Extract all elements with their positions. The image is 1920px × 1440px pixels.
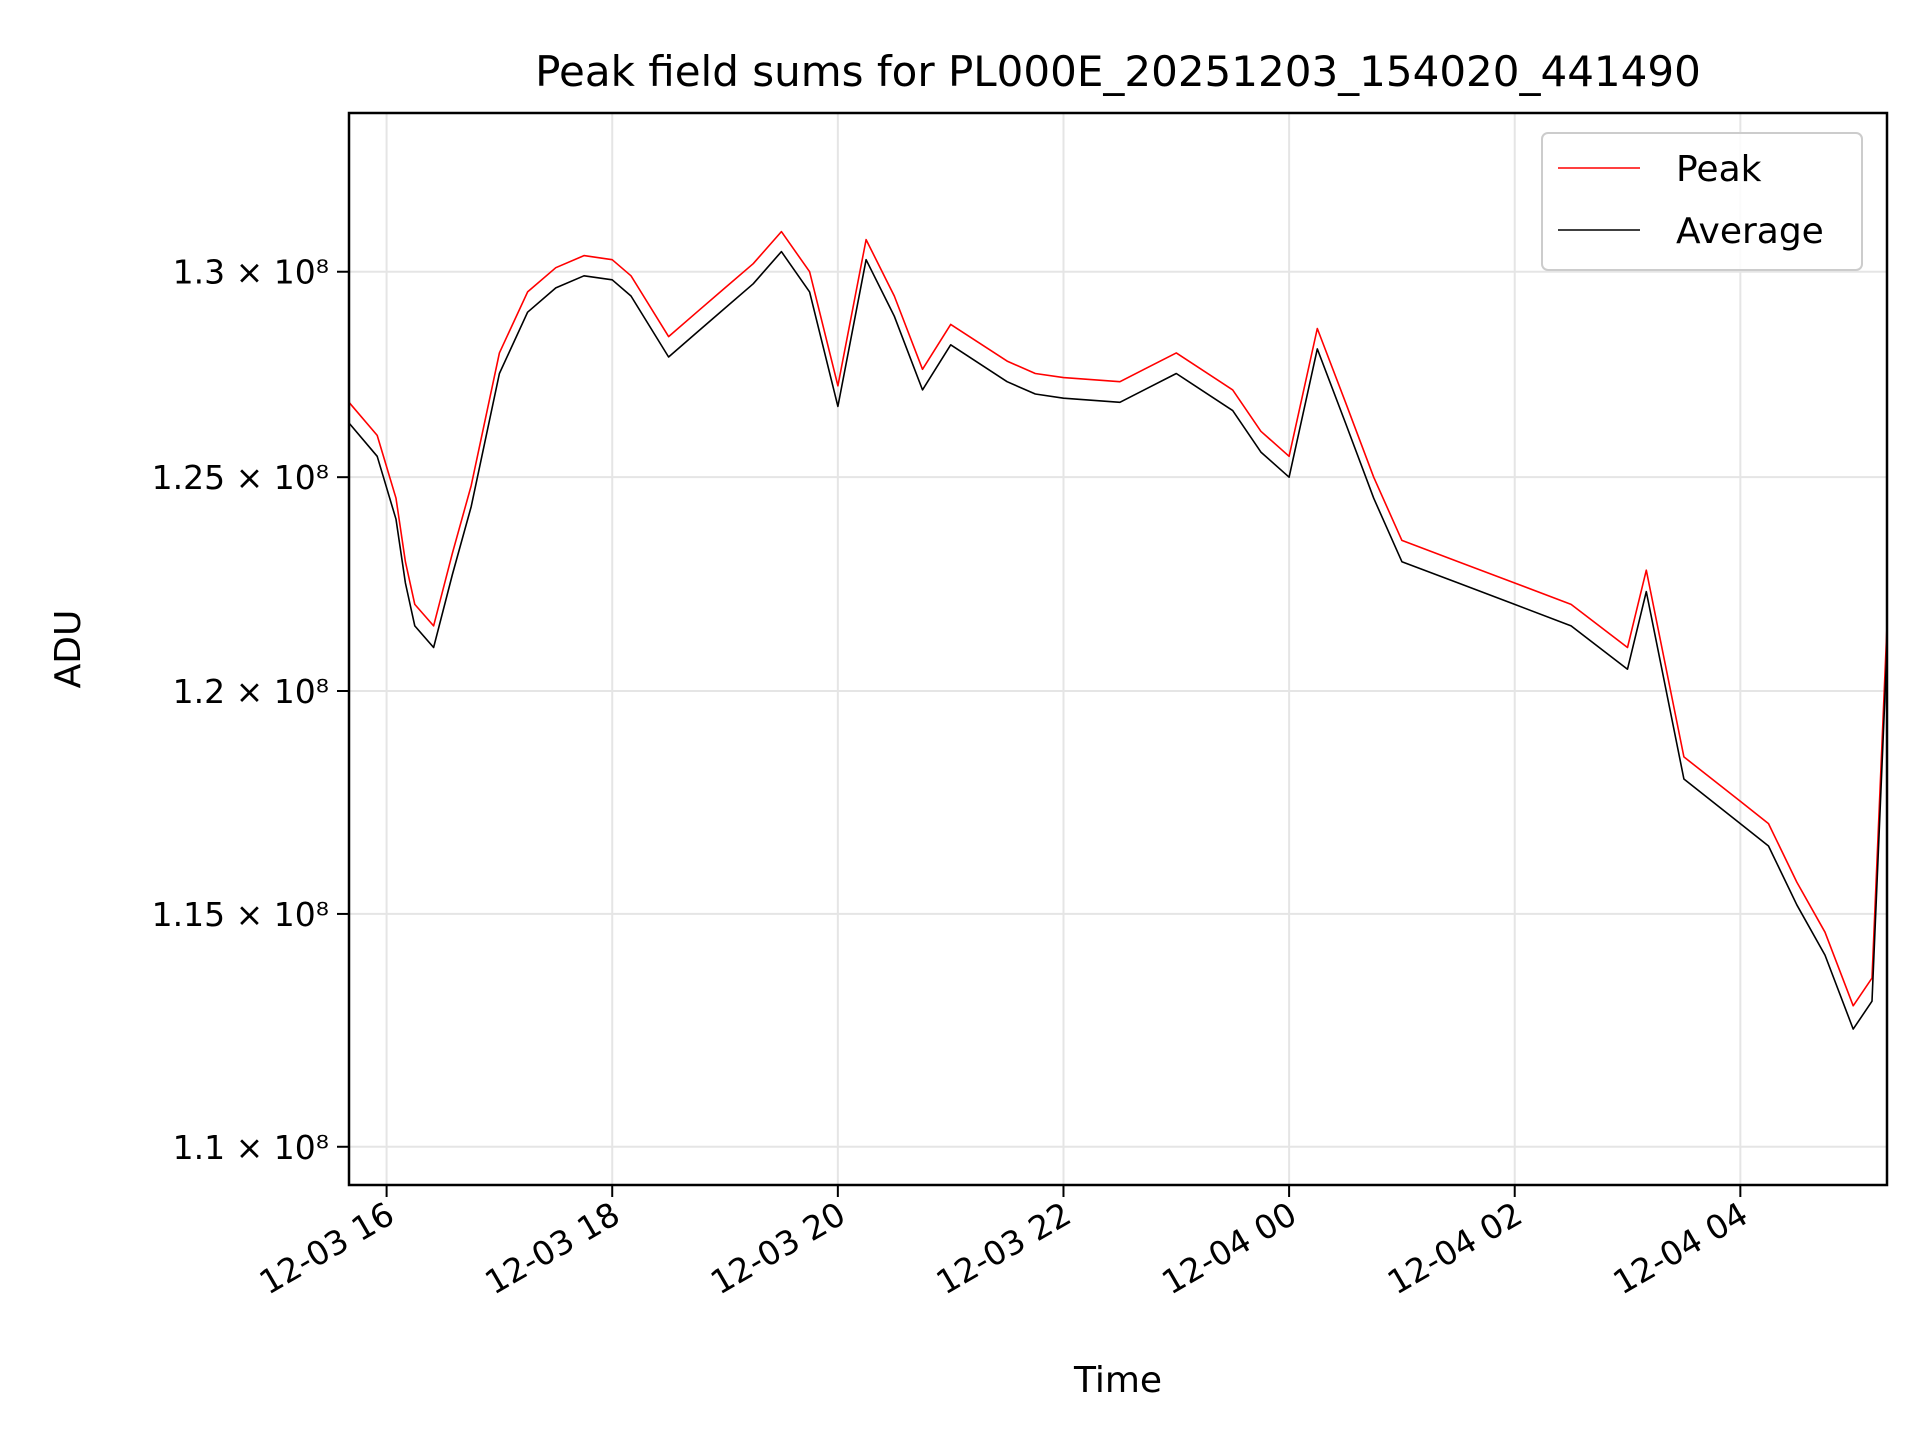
y-axis: 1.1 × 10⁸ 1.15 × 10⁸ 1.2 × 10⁸ 1.25 × 10⁸ 1.… <box>152 253 349 1167</box>
x-tick-label-3: 12-03 22 <box>929 1194 1077 1302</box>
y-tick-label-4: 1.3 × 10⁸ <box>173 253 329 292</box>
plot-lines <box>348 230 1888 1030</box>
legend-label-average: Average <box>1676 211 1824 252</box>
x-tick-label-2: 12-03 20 <box>704 1194 852 1302</box>
x-axis: 12-03 16 12-03 18 12-03 20 12-03 22 12-04 00… <box>253 1185 1754 1302</box>
y-tick-label-1: 1.15 × 10⁸ <box>152 895 329 934</box>
x-tick-label-4: 12-04 00 <box>1155 1194 1303 1302</box>
grid <box>349 113 1887 1185</box>
series-line-peak <box>348 230 1888 1007</box>
legend-label-peak: Peak <box>1676 149 1762 190</box>
x-axis-label: Time <box>1073 1360 1162 1401</box>
chart-title: Peak field sums for PL000E_20251203_1540… <box>535 47 1701 96</box>
legend: Peak Average <box>1541 132 1863 271</box>
y-tick-label-2: 1.2 × 10⁸ <box>173 672 329 711</box>
x-tick-label-5: 12-04 02 <box>1381 1194 1529 1302</box>
plot-frame <box>347 111 1889 1187</box>
y-tick-label-0: 1.1 × 10⁸ <box>173 1128 329 1167</box>
x-tick-label-1: 12-03 18 <box>478 1194 626 1302</box>
y-tick-label-3: 1.25 × 10⁸ <box>152 458 329 497</box>
x-tick-label-6: 12-04 04 <box>1606 1194 1754 1302</box>
series-line-average <box>348 250 1888 1030</box>
y-axis-label: ADU <box>48 610 89 689</box>
x-tick-label-0: 12-03 16 <box>253 1194 401 1302</box>
